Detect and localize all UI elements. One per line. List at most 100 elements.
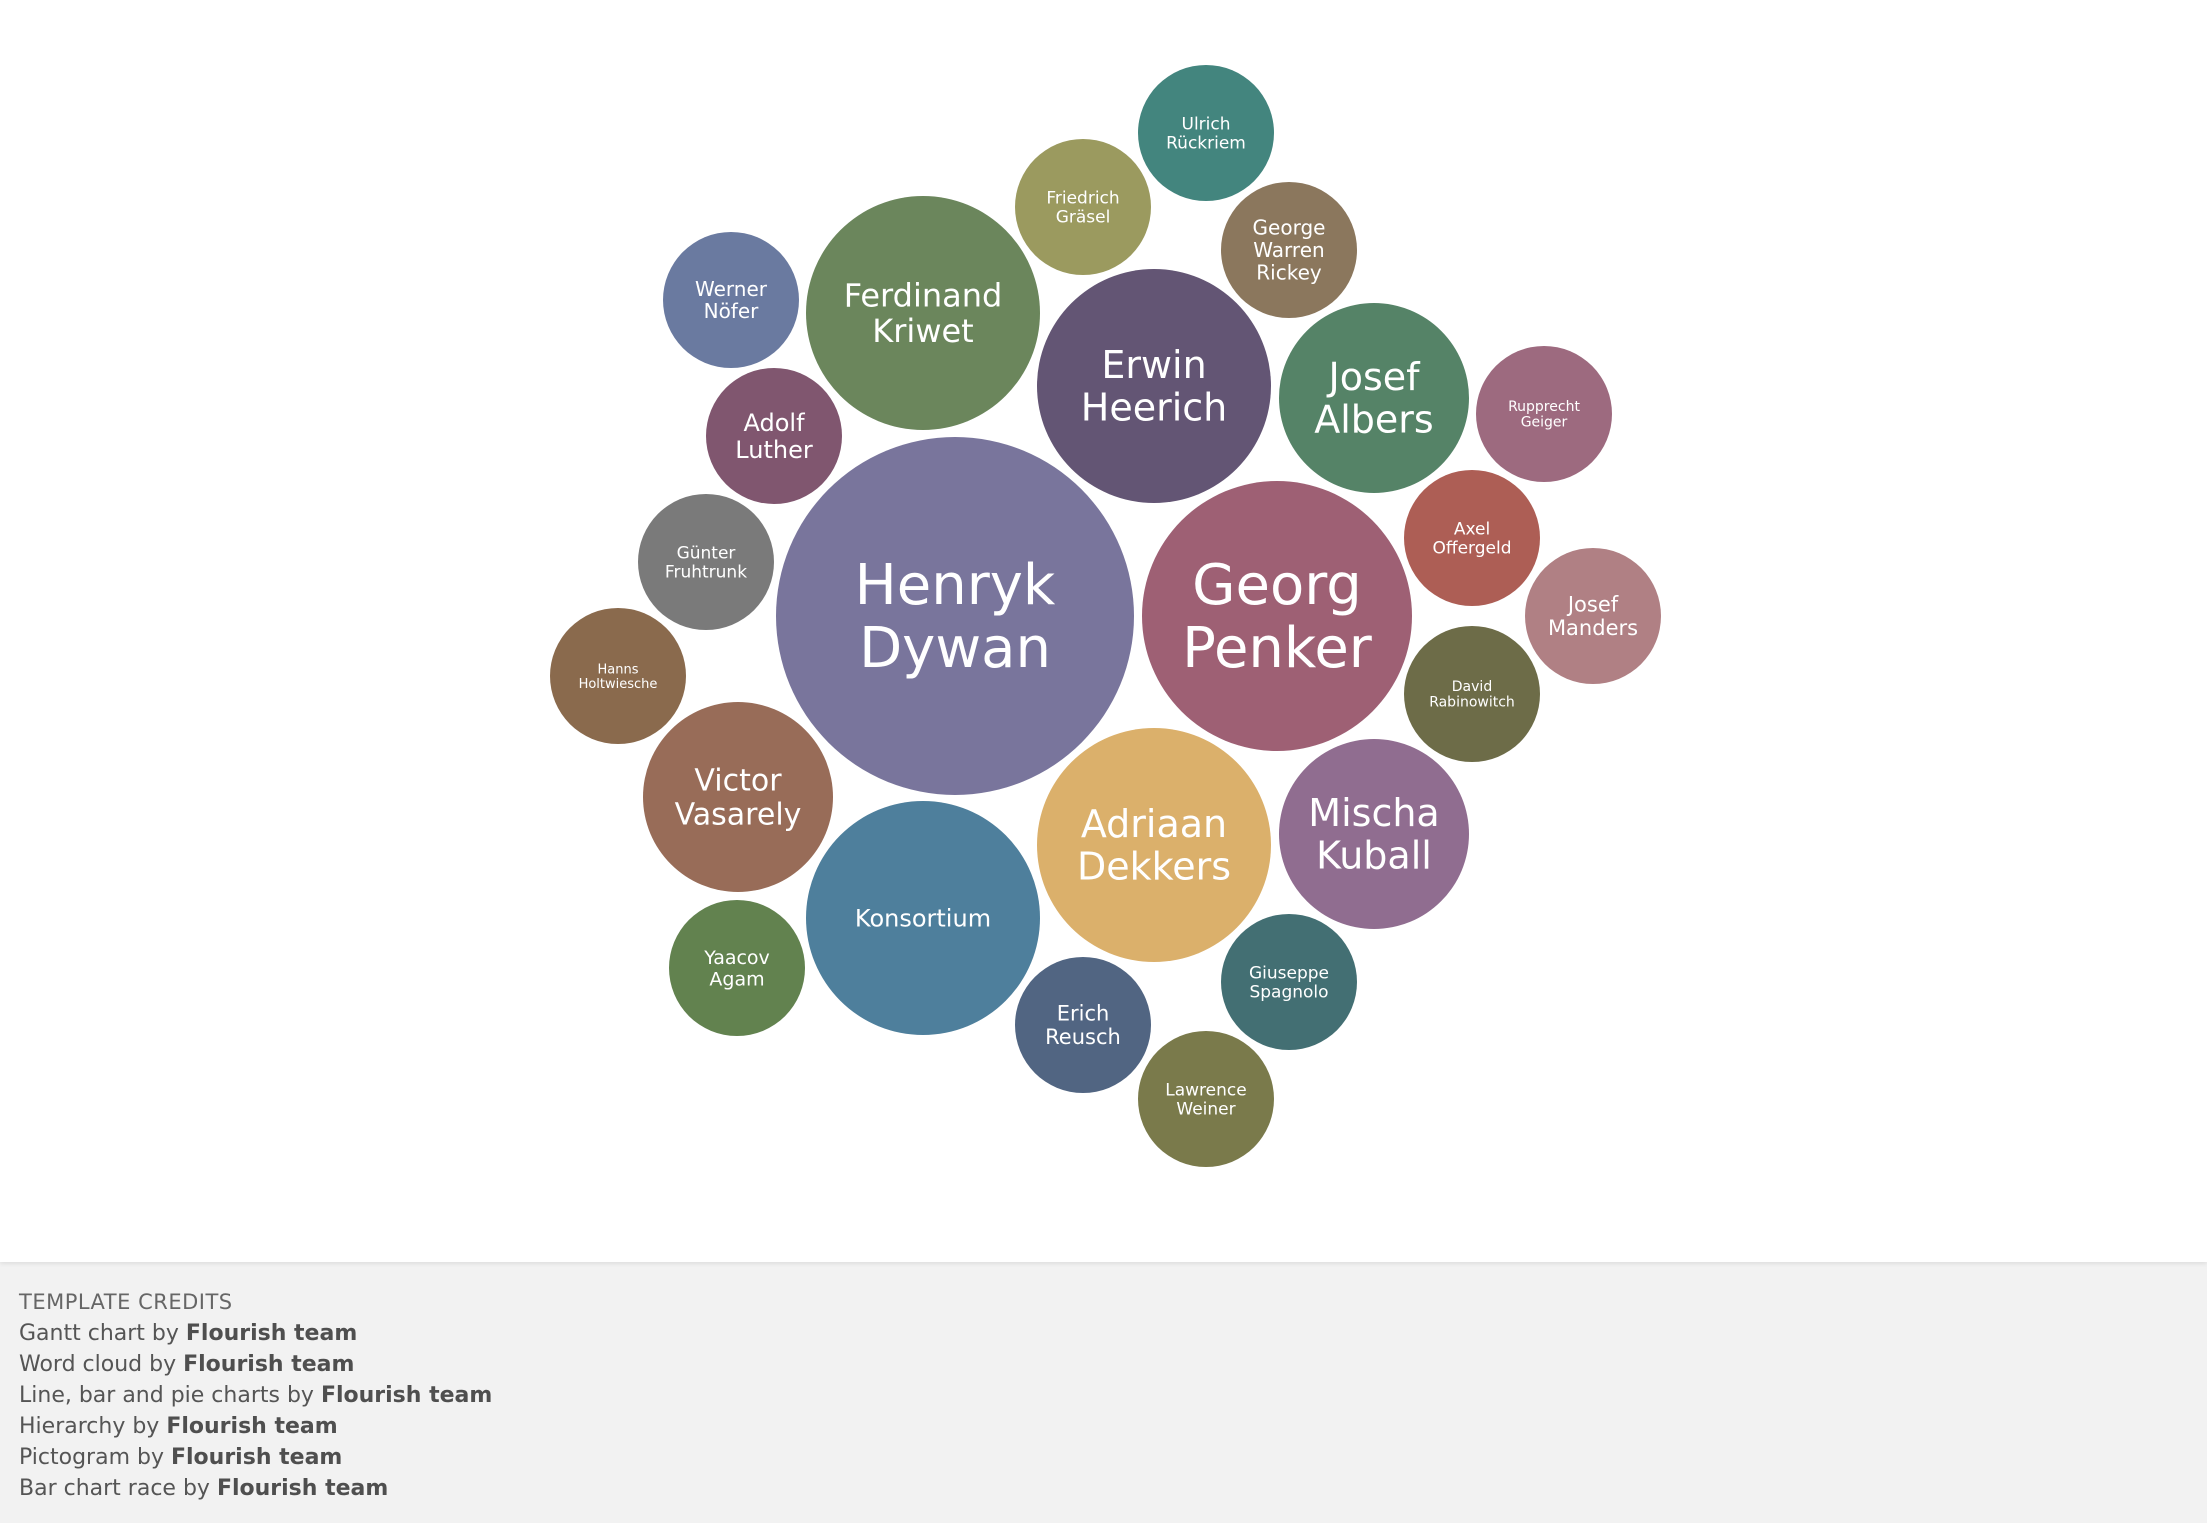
bubble-label-line: Josef [1566, 593, 1619, 617]
bubble-label-line: George [1253, 216, 1326, 240]
bubble-victor-vasarely[interactable]: Victor Vasarely [643, 702, 833, 892]
bubble-axel-offergeld[interactable]: Axel Offergeld [1404, 470, 1540, 606]
bubble-label: Josef Albers [1314, 355, 1433, 442]
bubble-label-line: Manders [1548, 616, 1638, 640]
bubble-label-line: Offergeld [1432, 538, 1511, 558]
credit-author-link[interactable]: Flourish team [216, 1476, 389, 1501]
bubble-josef-manders[interactable]: Josef Manders [1525, 548, 1661, 684]
bubble-label: Hanns Holtwiesche [579, 662, 658, 692]
bubble-label-line: Holtwiesche [579, 677, 658, 692]
bubble-circle[interactable] [706, 368, 842, 504]
bubble-label-line: Heerich [1081, 386, 1228, 430]
bubble-henryk-dywan[interactable]: Henryk Dywan [776, 437, 1134, 795]
bubble-giuseppe-spagnolo[interactable]: Giuseppe Spagnolo [1221, 914, 1357, 1050]
bubble-label-line: Werner [695, 277, 768, 301]
bubble-label-line: Giuseppe [1249, 963, 1329, 983]
bubble-label-line: Reusch [1045, 1025, 1121, 1049]
credit-prefix: Word cloud by [19, 1352, 177, 1377]
bubble-circle[interactable] [1015, 957, 1151, 1093]
bubble-circle[interactable] [643, 702, 833, 892]
credit-line: Line, bar and pie charts by Flourish tea… [19, 1380, 492, 1411]
bubble-label: Adolf Luther [735, 409, 813, 464]
bubble-label-line: Geiger [1521, 415, 1568, 431]
credit-author-link[interactable]: Flourish team [320, 1383, 493, 1408]
credit-author-link[interactable]: Flourish team [166, 1414, 338, 1439]
bubble-günter-fruhtrunk[interactable]: Günter Fruhtrunk [638, 494, 774, 630]
credit-author-link[interactable]: Flourish team [170, 1445, 343, 1470]
bubble-label: Ferdinand Kriwet [844, 276, 1003, 350]
bubble-label-line: Adriaan [1081, 802, 1227, 846]
credits-heading: TEMPLATE CREDITS [19, 1290, 233, 1314]
bubble-circle[interactable] [1138, 65, 1274, 201]
bubble-label-line: Ulrich [1182, 114, 1231, 134]
bubble-circle[interactable] [1142, 481, 1412, 751]
bubble-chart-panel: Henryk Dywan Georg Penker Erwin Heerich Ferdin… [0, 0, 2207, 1262]
bubble-label-line: Dekkers [1077, 845, 1231, 889]
bubble-friedrich-gräsel[interactable]: Friedrich Gräsel [1015, 139, 1151, 275]
bubble-circle[interactable] [1476, 346, 1612, 482]
bubble-label-line: Mischa [1308, 791, 1439, 835]
bubble-label-line: Henryk [855, 553, 1056, 618]
credit-line: Gantt chart by Flourish team [19, 1318, 492, 1349]
bubble-george-warren-rickey[interactable]: George Warren Rickey [1221, 182, 1357, 318]
bubble-label-line: Konsortium [855, 904, 991, 932]
bubble-label-line: Luther [735, 436, 813, 464]
bubble-circle[interactable] [1221, 914, 1357, 1050]
bubble-adriaan-dekkers[interactable]: Adriaan Dekkers [1037, 728, 1271, 962]
bubble-circle[interactable] [1404, 626, 1540, 762]
bubble-ulrich-rückriem[interactable]: Ulrich Rückriem [1138, 65, 1274, 201]
bubble-circle[interactable] [1138, 1031, 1274, 1167]
bubble-circle[interactable] [1037, 269, 1271, 503]
bubble-konsortium[interactable]: Konsortium [806, 801, 1040, 1035]
bubble-circle[interactable] [1279, 739, 1469, 929]
bubble-label: Josef Manders [1548, 593, 1638, 641]
bubble-circle[interactable] [806, 196, 1040, 430]
bubble-mischa-kuball[interactable]: Mischa Kuball [1279, 739, 1469, 929]
bubble-circle[interactable] [1279, 303, 1469, 493]
bubble-label: Erwin Heerich [1081, 343, 1228, 430]
credit-author-link[interactable]: Flourish team [185, 1321, 358, 1346]
bubble-circle[interactable] [776, 437, 1134, 795]
bubble-label: Werner Nöfer [695, 277, 768, 323]
bubble-circle[interactable] [669, 900, 805, 1036]
bubble-label: Lawrence Weiner [1165, 1080, 1246, 1119]
bubble-circle[interactable] [1221, 182, 1357, 318]
bubble-label-line: Erich [1057, 1002, 1110, 1026]
credit-author-link[interactable]: Flourish team [183, 1352, 355, 1377]
bubble-rupprecht-geiger[interactable]: Rupprecht Geiger [1476, 346, 1612, 482]
bubble-georg-penker[interactable]: Georg Penker [1142, 481, 1412, 751]
bubble-david-rabinowitch[interactable]: David Rabinowitch [1404, 626, 1540, 762]
credit-line: Word cloud by Flourish team [19, 1349, 492, 1380]
bubble-hanns-holtwiesche[interactable]: Hanns Holtwiesche [550, 608, 686, 744]
bubble-circle[interactable] [663, 232, 799, 368]
bubble-lawrence-weiner[interactable]: Lawrence Weiner [1138, 1031, 1274, 1167]
credit-prefix: Line, bar and pie charts by [19, 1383, 314, 1408]
bubble-label-line: Gräsel [1056, 207, 1111, 227]
bubble-yaacov-agam[interactable]: Yaacov Agam [669, 900, 805, 1036]
bubble-circle[interactable] [1404, 470, 1540, 606]
bubble-label-line: Penker [1182, 616, 1373, 681]
bubble-circle[interactable] [550, 608, 686, 744]
bubble-circle[interactable] [1015, 139, 1151, 275]
bubble-label: George Warren Rickey [1253, 216, 1326, 285]
bubble-circle[interactable] [638, 494, 774, 630]
bubble-label: Henryk Dywan [855, 553, 1056, 681]
bubble-circle[interactable] [1525, 548, 1661, 684]
bubble-erwin-heerich[interactable]: Erwin Heerich [1037, 269, 1271, 503]
bubble-werner-nöfer[interactable]: Werner Nöfer [663, 232, 799, 368]
bubble-label-line: Ferdinand [844, 276, 1003, 314]
bubble-circle[interactable] [1037, 728, 1271, 962]
bubble-circle[interactable] [806, 801, 1040, 1035]
bubble-label: Erich Reusch [1045, 1002, 1121, 1050]
bubble-josef-albers[interactable]: Josef Albers [1279, 303, 1469, 493]
bubble-label-line: Victor [694, 764, 782, 799]
bubble-label-line: Günter [677, 543, 736, 563]
bubble-ferdinand-kriwet[interactable]: Ferdinand Kriwet [806, 196, 1040, 430]
credit-prefix: Bar chart race by [19, 1476, 210, 1501]
bubble-erich-reusch[interactable]: Erich Reusch [1015, 957, 1151, 1093]
bubble-label-line: Kuball [1316, 834, 1432, 878]
bubble-label-line: Rückriem [1166, 133, 1246, 153]
bubble-label-line: Yaacov [703, 947, 770, 969]
bubble-adolf-luther[interactable]: Adolf Luther [706, 368, 842, 504]
bubble-label: David Rabinowitch [1429, 679, 1515, 711]
